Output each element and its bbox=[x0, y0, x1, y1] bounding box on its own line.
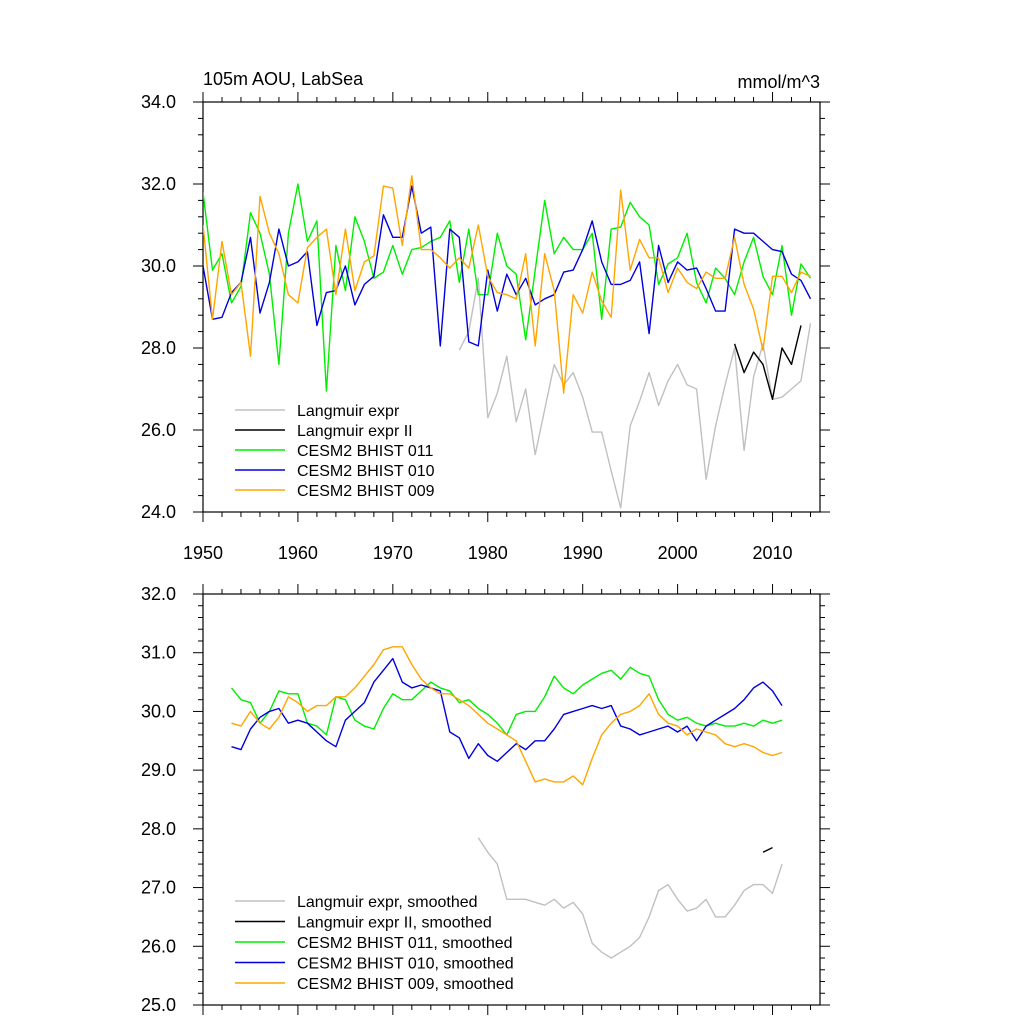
legend-label: Langmuir expr bbox=[297, 403, 400, 420]
x-tick-label: 1980 bbox=[468, 543, 508, 563]
series-line-langmuir-expr-ii bbox=[733, 325, 802, 400]
x-tick-label: 2000 bbox=[658, 543, 698, 563]
y-tick-label: 29.0 bbox=[141, 760, 176, 780]
series-line-cesm2-bhist-011 bbox=[203, 183, 812, 392]
legend-label: CESM2 BHIST 011 bbox=[297, 443, 433, 460]
legend-label: CESM2 BHIST 010 bbox=[297, 463, 435, 480]
y-tick-label: 26.0 bbox=[141, 936, 176, 956]
series-line-cesm2-bhist-010-smoothed bbox=[231, 657, 783, 762]
y-tick-label: 31.0 bbox=[141, 643, 176, 663]
series-line-langmuir-expr bbox=[458, 277, 812, 509]
legend-label: CESM2 BHIST 009, smoothed bbox=[297, 976, 514, 993]
x-tick-label: 1990 bbox=[563, 543, 603, 563]
top-panel: 1950 1960 1970 1980 1990 2000 2010 24.0 26.0 28.0… bbox=[141, 92, 830, 563]
legend-label: Langmuir expr, smoothed bbox=[297, 894, 478, 911]
legend-label: Langmuir expr II, smoothed bbox=[297, 915, 492, 932]
y-tick-label: 34.0 bbox=[141, 92, 176, 112]
series-line-cesm2-bhist-011-smoothed bbox=[230, 666, 783, 736]
y-tick-label: 26.0 bbox=[141, 420, 176, 440]
units-label: mmol/m^3 bbox=[738, 72, 820, 92]
series-line-cesm2-bhist-009 bbox=[203, 175, 811, 394]
chart-title: 105m AOU, LabSea bbox=[203, 69, 364, 89]
series-line-cesm2-bhist-009-smoothed bbox=[231, 646, 783, 786]
legend-label: Langmuir expr II bbox=[297, 423, 413, 440]
y-tick-label: 28.0 bbox=[141, 819, 176, 839]
y-tick-label: 24.0 bbox=[141, 502, 176, 522]
plot-frame bbox=[202, 593, 821, 1006]
x-tick-label: 1970 bbox=[373, 543, 413, 563]
y-tick-label: 32.0 bbox=[141, 174, 176, 194]
x-tick-label: 1960 bbox=[278, 543, 318, 563]
legend-label: CESM2 BHIST 011, smoothed bbox=[297, 935, 513, 952]
x-tick-label: 1950 bbox=[183, 543, 223, 563]
x-tick-label: 2010 bbox=[753, 543, 793, 563]
y-tick-label: 28.0 bbox=[141, 338, 176, 358]
y-tick-label: 27.0 bbox=[141, 878, 176, 898]
y-tick-label: 25.0 bbox=[141, 995, 176, 1015]
y-tick-label: 30.0 bbox=[141, 256, 176, 276]
y-tick-label: 30.0 bbox=[141, 701, 176, 721]
series-line-cesm2-bhist-010 bbox=[203, 185, 812, 347]
bottom-panel: 25.0 26.0 27.0 28.0 29.0 30.0 31.0 32.0 Langmuir… bbox=[141, 584, 830, 1015]
series-line-langmuir-expr-smoothed bbox=[477, 837, 783, 959]
series-line-langmuir-expr-ii-smoothed bbox=[762, 846, 773, 853]
y-tick-label: 32.0 bbox=[141, 584, 176, 604]
legend-label: CESM2 BHIST 009 bbox=[297, 483, 435, 500]
legend-label: CESM2 BHIST 010, smoothed bbox=[297, 956, 514, 973]
plot-frame bbox=[202, 101, 821, 513]
